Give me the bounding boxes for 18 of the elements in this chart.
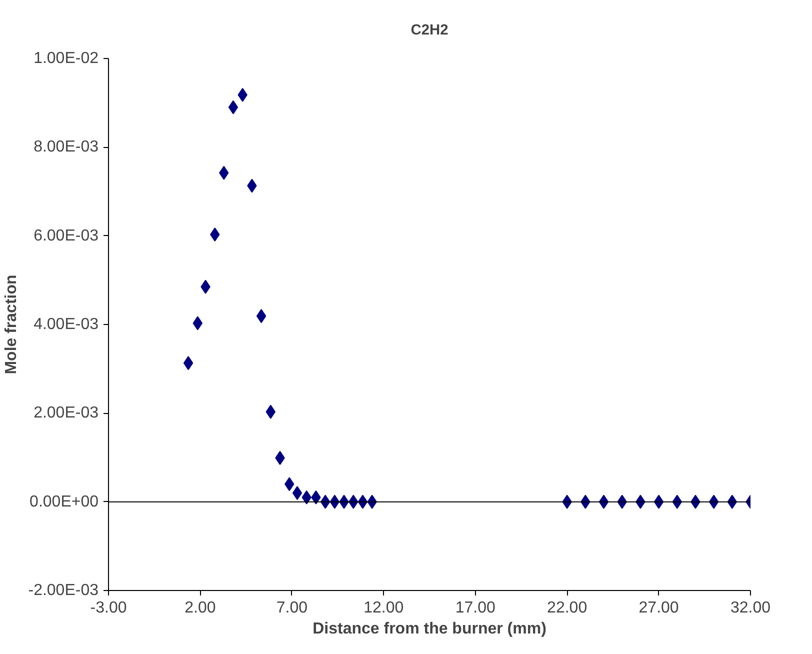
x-tick-label: 22.00 [547,600,588,616]
y-tick-label: 1.00E-02 [34,50,99,67]
y-axis-title: Mole fraction [3,274,20,374]
y-tick-label: 4.00E-03 [34,316,99,333]
x-tick-label: 32.00 [730,600,771,616]
x-tick-label: 12.00 [364,600,404,616]
y-tick-label: -2.00E-03 [28,582,99,599]
chart-title: C2H2 [410,22,448,38]
y-tick-label: 2.00E-03 [34,404,99,422]
x-axis-title: Distance from the burner (mm) [312,620,546,638]
x-tick-label: -3.00 [90,600,127,616]
x-tick-label: 2.00 [184,600,216,616]
y-tick-label: 6.00E-03 [34,227,99,244]
x-tick-label: 27.00 [638,600,679,616]
x-tick-label: 7.00 [276,600,308,616]
x-tick-label: 17.00 [455,600,496,616]
y-tick-label: 8.00E-03 [34,138,99,156]
y-tick-label: 0.00E+00 [30,493,99,510]
